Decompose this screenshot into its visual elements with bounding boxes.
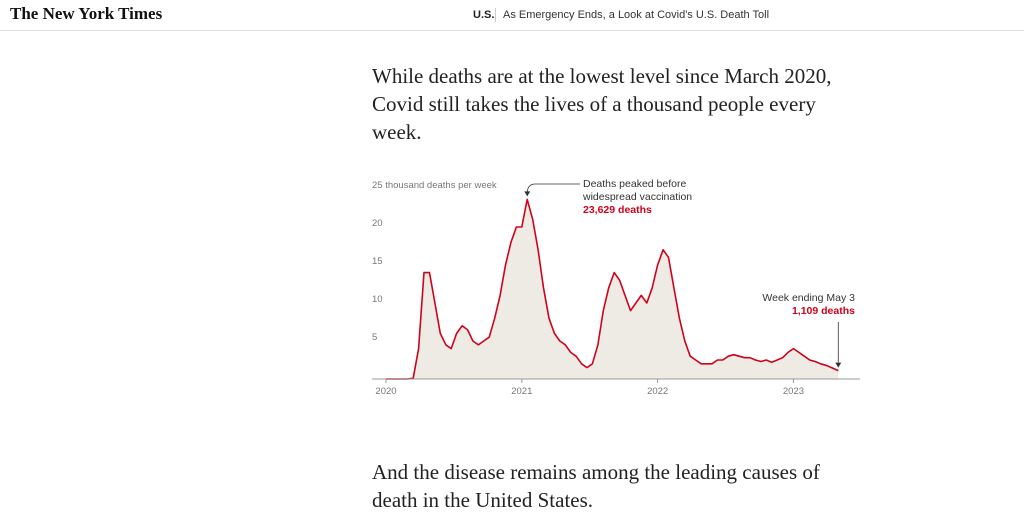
arrow-head bbox=[524, 191, 531, 197]
x-tick-label: 2023 bbox=[783, 386, 804, 397]
annotation: Deaths peaked before widespread vaccinat… bbox=[583, 178, 708, 217]
y-tick-label: 25 thousand deaths per week bbox=[372, 180, 497, 191]
arrow-head bbox=[835, 362, 842, 368]
logo[interactable]: The New York Times bbox=[10, 4, 163, 23]
x-tick-label: 2020 bbox=[375, 386, 396, 397]
y-tick-label: 15 bbox=[372, 256, 383, 267]
separator bbox=[495, 8, 496, 22]
annotation-arrow bbox=[526, 183, 580, 194]
paragraph: And the disease remains among the leadin… bbox=[372, 460, 820, 512]
line bbox=[386, 198, 839, 380]
y-tick-label: 20 bbox=[372, 218, 383, 229]
annotation-text: Week ending May 3 bbox=[762, 292, 855, 304]
x-tick-label: 2022 bbox=[647, 386, 668, 397]
paragraph: While deaths are at the lowest level sin… bbox=[372, 64, 832, 144]
y-tick-label: 10 bbox=[372, 294, 383, 305]
annotation-value: 23,629 deaths bbox=[583, 204, 652, 216]
headline: As Emergency Ends, a Look at Covid's U.S… bbox=[503, 9, 770, 21]
x-tick-label: 2021 bbox=[511, 386, 532, 397]
area bbox=[386, 199, 839, 379]
header: The New York Times U.S. As Emergency End… bbox=[0, 0, 1024, 31]
annotation-text: Deaths peaked before widespread vaccinat… bbox=[583, 178, 693, 203]
section-link[interactable]: U.S. bbox=[473, 9, 495, 21]
y-tick-label: 5 bbox=[372, 332, 377, 343]
annotation: Week ending May 3 1,109 deaths bbox=[735, 292, 855, 318]
annotation-value: 1,109 deaths bbox=[791, 305, 855, 317]
